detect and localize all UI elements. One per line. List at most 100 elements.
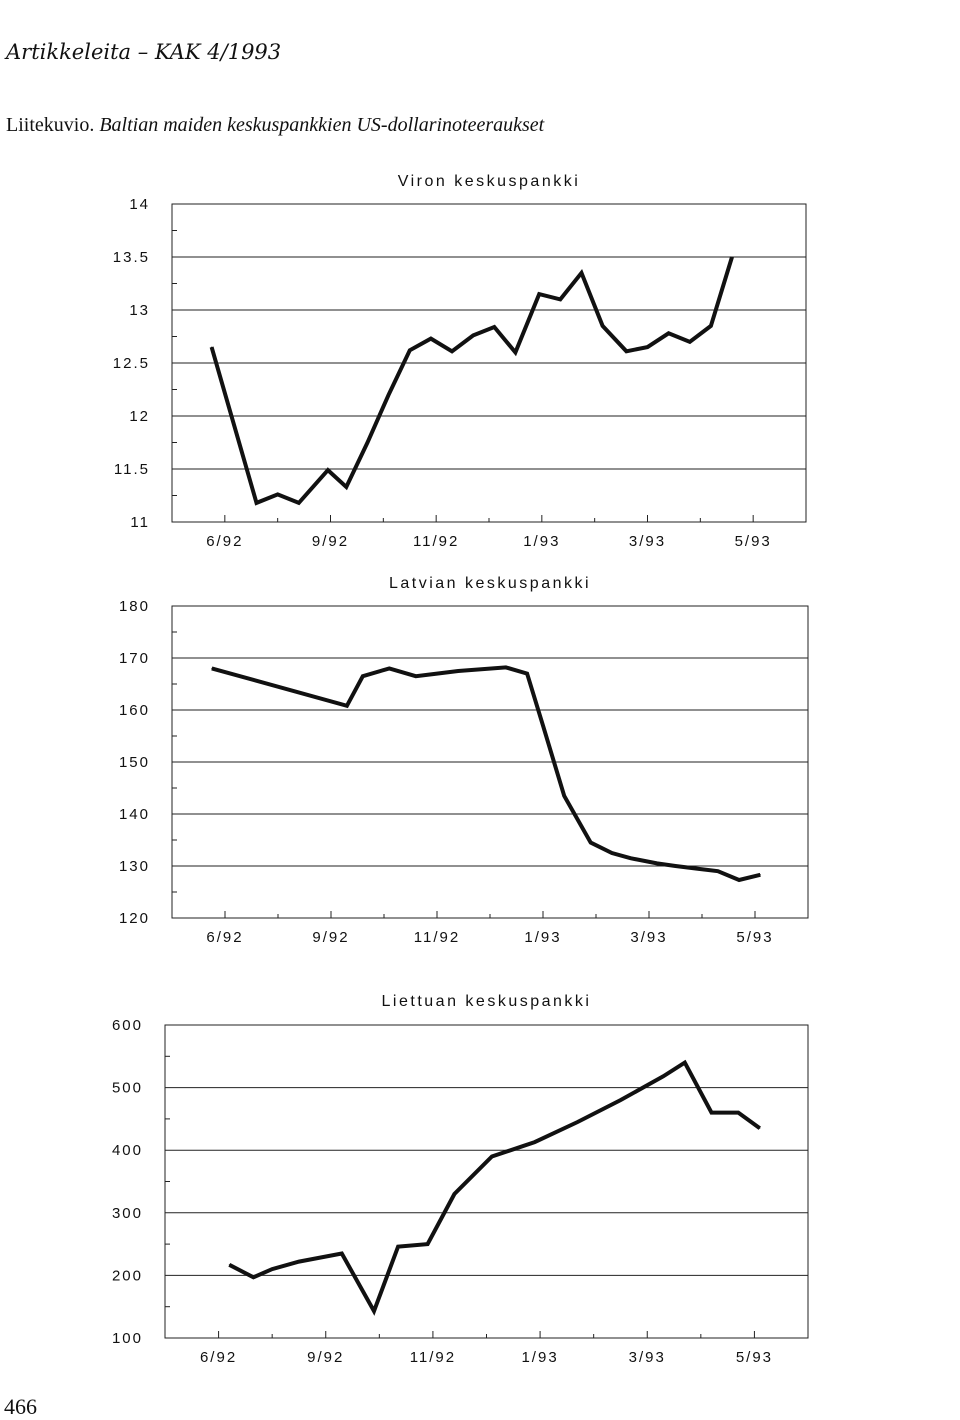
x-tick-label: 5/93 xyxy=(735,533,772,550)
caption-lead: Liitekuvio. xyxy=(6,114,100,136)
data-point xyxy=(472,334,474,336)
data-point xyxy=(738,879,740,881)
data-point xyxy=(696,868,698,870)
y-tick-label: 600 xyxy=(112,1017,143,1034)
data-point xyxy=(211,667,213,669)
data-point xyxy=(228,1264,230,1266)
y-tick-label: 13 xyxy=(129,302,150,319)
data-point xyxy=(526,673,528,675)
data-point xyxy=(277,493,279,495)
y-tick-label: 130 xyxy=(119,858,150,875)
page-number: 466 xyxy=(4,1394,37,1419)
chart-title: Viron keskuspankki xyxy=(398,173,581,190)
data-point xyxy=(505,666,507,668)
caption-title: Baltian maiden keskuspankkien US-dollari… xyxy=(99,114,545,136)
data-point xyxy=(731,256,733,258)
data-point xyxy=(388,394,390,396)
plot-frame xyxy=(164,1024,809,1339)
data-point xyxy=(457,670,459,672)
y-tick-label: 11 xyxy=(130,514,150,531)
x-tick-label: 1/93 xyxy=(524,929,561,946)
x-tick-label: 9/92 xyxy=(307,1349,344,1366)
data-point xyxy=(759,874,761,876)
data-point xyxy=(298,502,300,504)
data-point xyxy=(577,1121,579,1123)
data-point xyxy=(542,725,544,727)
data-point xyxy=(625,350,627,352)
figure-caption: Liitekuvio. Baltian maiden keskuspankkie… xyxy=(6,114,544,137)
chart-title: Latvian keskuspankki xyxy=(389,575,591,592)
data-point xyxy=(367,442,368,443)
data-point xyxy=(759,1127,761,1129)
data-point xyxy=(415,675,417,677)
data-point xyxy=(327,469,329,471)
series-line xyxy=(211,665,761,883)
data-point xyxy=(397,1246,399,1248)
x-tick-label: 9/92 xyxy=(312,533,349,550)
data-point xyxy=(717,870,719,872)
data-point xyxy=(647,346,648,348)
x-tick-label: 5/93 xyxy=(736,929,773,946)
data-point xyxy=(430,338,432,340)
y-tick-label: 400 xyxy=(112,1142,143,1159)
data-point xyxy=(611,852,613,854)
data-point xyxy=(662,1075,664,1077)
data-point xyxy=(491,1156,493,1157)
data-point xyxy=(710,325,712,327)
x-tick-label: 3/93 xyxy=(630,929,667,946)
data-point xyxy=(345,486,347,488)
data-point xyxy=(451,350,453,352)
y-tick-label: 14 xyxy=(129,196,150,213)
data-point xyxy=(362,675,364,677)
x-tick-label: 3/93 xyxy=(629,533,666,550)
series-line xyxy=(228,1059,761,1316)
data-point xyxy=(602,325,604,327)
x-tick-label: 11/92 xyxy=(414,929,460,946)
x-tick-label: 5/93 xyxy=(736,1349,773,1366)
y-tick-label: 200 xyxy=(112,1267,143,1284)
x-tick-label: 11/92 xyxy=(413,533,459,550)
y-tick-label: 300 xyxy=(112,1205,143,1222)
y-tick-label: 13.5 xyxy=(113,249,150,266)
data-point xyxy=(668,332,670,334)
data-point xyxy=(271,1268,273,1270)
y-tick-label: 170 xyxy=(119,650,150,667)
data-point xyxy=(684,1062,686,1064)
data-point xyxy=(409,349,411,351)
data-point xyxy=(689,341,691,343)
data-point xyxy=(341,1253,343,1254)
x-tick-label: 11/92 xyxy=(410,1349,456,1366)
data-point xyxy=(493,326,495,328)
data-point xyxy=(737,1112,739,1114)
x-tick-label: 6/92 xyxy=(206,533,243,550)
y-tick-label: 140 xyxy=(119,806,150,823)
data-point xyxy=(563,795,565,797)
y-tick-label: 12.5 xyxy=(113,355,150,372)
data-point xyxy=(373,1310,375,1312)
data-point xyxy=(581,272,582,274)
y-tick-label: 180 xyxy=(119,598,150,615)
data-point xyxy=(436,673,438,675)
y-tick-label: 11.5 xyxy=(114,461,150,478)
y-tick-label: 160 xyxy=(119,702,150,719)
data-point xyxy=(559,298,561,300)
data-point xyxy=(590,842,592,844)
x-tick-label: 9/92 xyxy=(312,929,349,946)
data-point xyxy=(538,293,540,295)
y-tick-label: 120 xyxy=(119,910,150,927)
data-point xyxy=(346,705,348,707)
data-point xyxy=(453,1193,455,1195)
data-point xyxy=(252,1276,254,1278)
x-tick-label: 3/93 xyxy=(629,1349,666,1366)
data-point xyxy=(620,1099,621,1101)
data-point xyxy=(427,1243,429,1245)
data-point xyxy=(256,502,257,504)
y-tick-label: 12 xyxy=(129,408,150,425)
data-point xyxy=(656,862,658,864)
y-tick-label: 500 xyxy=(112,1080,143,1097)
data-point xyxy=(388,667,390,669)
data-point xyxy=(514,351,516,353)
data-point xyxy=(298,1261,300,1263)
